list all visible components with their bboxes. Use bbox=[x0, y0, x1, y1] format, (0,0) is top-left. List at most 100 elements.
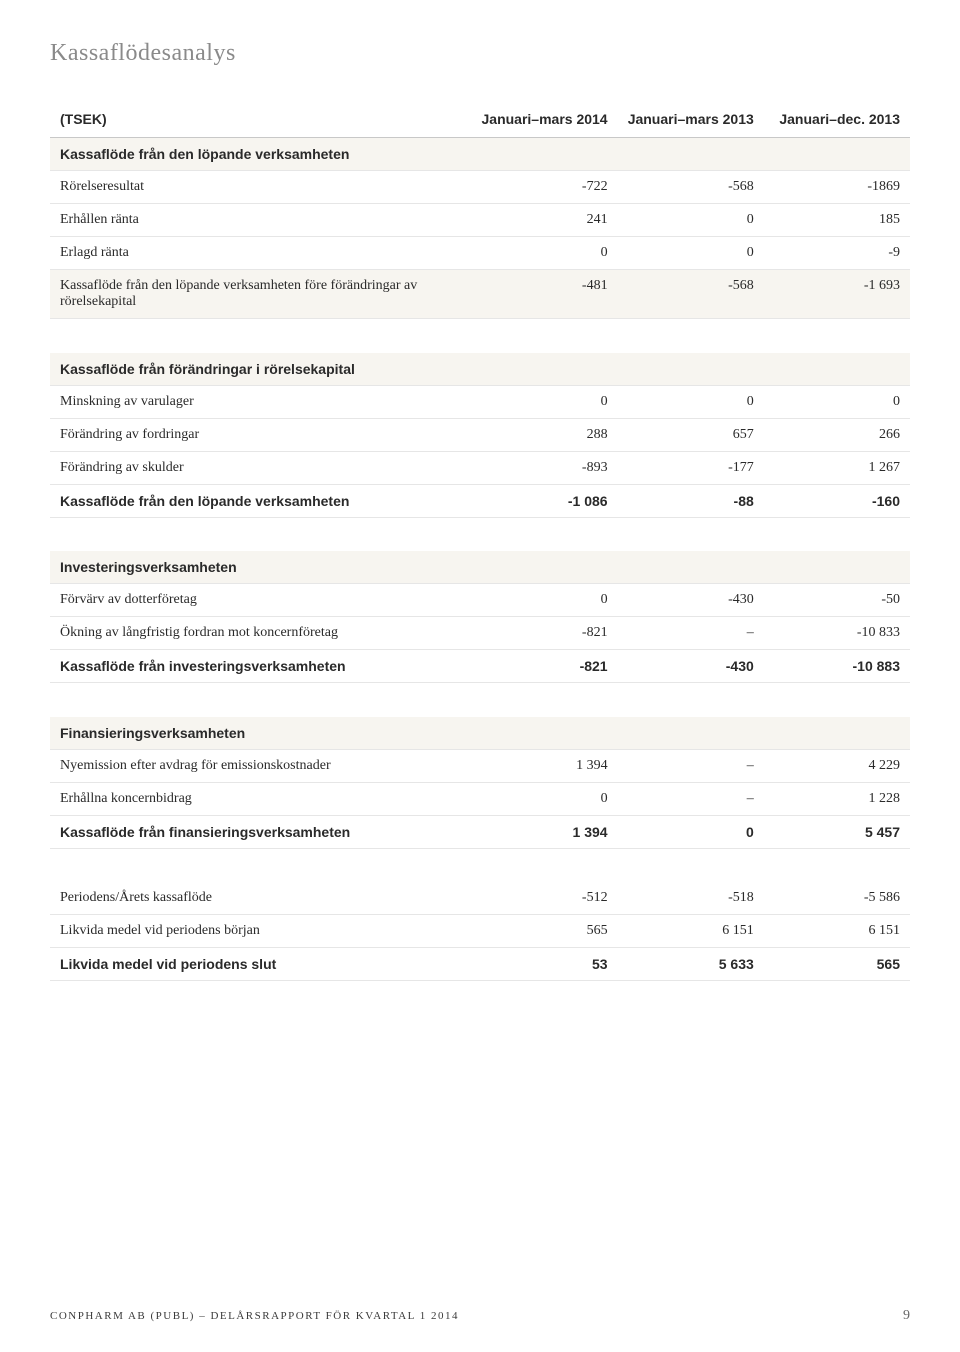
total-label: Kassaflöde från finansieringsverksamhete… bbox=[50, 815, 471, 848]
row-label: Förändring av fordringar bbox=[50, 418, 471, 451]
table-header-row: (TSEK) Januari–mars 2014 Januari–mars 20… bbox=[50, 103, 910, 138]
total-c2: 5 633 bbox=[618, 948, 764, 981]
total-c2: -88 bbox=[618, 484, 764, 517]
table-row: Rörelseresultat-722-568-1869 bbox=[50, 171, 910, 204]
summary-total: Likvida medel vid periodens slut535 6335… bbox=[50, 948, 910, 981]
row-c3: 266 bbox=[764, 418, 910, 451]
section-total: Kassaflöde från investeringsverksamheten… bbox=[50, 650, 910, 683]
row-label: Erhållen ränta bbox=[50, 204, 471, 237]
spacer-row bbox=[50, 319, 910, 353]
section-header-label: Investeringsverksamheten bbox=[50, 551, 471, 584]
row-c2: 0 bbox=[618, 237, 764, 270]
sub-section-row: Kassaflöde från den löpande verksamheten… bbox=[50, 270, 910, 319]
row-label: Erlagd ränta bbox=[50, 237, 471, 270]
total-c1: 1 394 bbox=[471, 815, 617, 848]
cell bbox=[764, 717, 910, 750]
row-c2: 657 bbox=[618, 418, 764, 451]
section-header-label: Finansieringsverksamheten bbox=[50, 717, 471, 750]
total-c2: -430 bbox=[618, 650, 764, 683]
col-c3: Januari–dec. 2013 bbox=[764, 103, 910, 138]
section-header: Kassaflöde från förändringar i rörelseka… bbox=[50, 353, 910, 386]
row-c3: -10 833 bbox=[764, 617, 910, 650]
total-label: Kassaflöde från investeringsverksamheten bbox=[50, 650, 471, 683]
row-c1: 0 bbox=[471, 584, 617, 617]
row-c1: 0 bbox=[471, 237, 617, 270]
section-header-label: Kassaflöde från förändringar i rörelseka… bbox=[50, 353, 471, 386]
cell bbox=[471, 551, 617, 584]
row-label: Nyemission efter avdrag för emissionskos… bbox=[50, 749, 471, 782]
spacer-row bbox=[50, 848, 910, 882]
page-number: 9 bbox=[903, 1308, 910, 1324]
spacer-row bbox=[50, 517, 910, 551]
row-c2: – bbox=[618, 749, 764, 782]
total-c1: -1 086 bbox=[471, 484, 617, 517]
table-row: Förvärv av dotterföretag0-430-50 bbox=[50, 584, 910, 617]
row-c3: 4 229 bbox=[764, 749, 910, 782]
section-header: Investeringsverksamheten bbox=[50, 551, 910, 584]
section-total: Kassaflöde från finansieringsverksamhete… bbox=[50, 815, 910, 848]
footer-left: CONPHARM AB (PUBL) – DELÅRSRAPPORT FÖR K… bbox=[50, 1310, 459, 1322]
row-label: Minskning av varulager bbox=[50, 385, 471, 418]
col-label: (TSEK) bbox=[50, 103, 471, 138]
cell bbox=[618, 353, 764, 386]
sub-c2: -568 bbox=[618, 270, 764, 319]
spacer-cell bbox=[50, 319, 910, 353]
row-c3: 1 228 bbox=[764, 782, 910, 815]
row-c2: 6 151 bbox=[618, 915, 764, 948]
row-c3: -50 bbox=[764, 584, 910, 617]
section-header-label: Kassaflöde från den löpande verksamheten bbox=[50, 138, 471, 171]
total-c1: 53 bbox=[471, 948, 617, 981]
sub-c1: -481 bbox=[471, 270, 617, 319]
spacer-cell bbox=[50, 683, 910, 717]
row-label: Förändring av skulder bbox=[50, 451, 471, 484]
spacer-row bbox=[50, 683, 910, 717]
total-c1: -821 bbox=[471, 650, 617, 683]
table-row: Förändring av skulder-893-1771 267 bbox=[50, 451, 910, 484]
total-c3: 565 bbox=[764, 948, 910, 981]
total-c2: 0 bbox=[618, 815, 764, 848]
summary-row: Periodens/Årets kassaflöde-512-518-5 586 bbox=[50, 882, 910, 915]
total-c3: -10 883 bbox=[764, 650, 910, 683]
row-c2: -177 bbox=[618, 451, 764, 484]
row-c1: -512 bbox=[471, 882, 617, 915]
col-c1: Januari–mars 2014 bbox=[471, 103, 617, 138]
table-row: Förändring av fordringar288657266 bbox=[50, 418, 910, 451]
spacer-cell bbox=[50, 848, 910, 882]
sub-c3: -1 693 bbox=[764, 270, 910, 319]
spacer-cell bbox=[50, 517, 910, 551]
table-row: Minskning av varulager000 bbox=[50, 385, 910, 418]
cell bbox=[618, 138, 764, 171]
summary-row: Likvida medel vid periodens början5656 1… bbox=[50, 915, 910, 948]
table-row: Erhållen ränta2410185 bbox=[50, 204, 910, 237]
row-c3: -5 586 bbox=[764, 882, 910, 915]
row-c3: 0 bbox=[764, 385, 910, 418]
row-c1: 565 bbox=[471, 915, 617, 948]
row-c1: 1 394 bbox=[471, 749, 617, 782]
cell bbox=[764, 353, 910, 386]
row-label: Likvida medel vid periodens början bbox=[50, 915, 471, 948]
sub-label: Kassaflöde från den löpande verksamheten… bbox=[50, 270, 471, 319]
row-c2: -518 bbox=[618, 882, 764, 915]
cell bbox=[471, 717, 617, 750]
row-c2: -430 bbox=[618, 584, 764, 617]
col-c2: Januari–mars 2013 bbox=[618, 103, 764, 138]
cashflow-table: (TSEK) Januari–mars 2014 Januari–mars 20… bbox=[50, 103, 910, 981]
row-label: Erhållna koncernbidrag bbox=[50, 782, 471, 815]
table-row: Nyemission efter avdrag för emissionskos… bbox=[50, 749, 910, 782]
table-row: Erlagd ränta00-9 bbox=[50, 237, 910, 270]
cell bbox=[764, 138, 910, 171]
table-row: Ökning av långfristig fordran mot koncer… bbox=[50, 617, 910, 650]
page-title: Kassaflödesanalys bbox=[50, 40, 910, 67]
cell bbox=[471, 138, 617, 171]
section-total: Kassaflöde från den löpande verksamheten… bbox=[50, 484, 910, 517]
row-c2: -568 bbox=[618, 171, 764, 204]
row-c3: 1 267 bbox=[764, 451, 910, 484]
row-c2: 0 bbox=[618, 385, 764, 418]
row-c1: 0 bbox=[471, 782, 617, 815]
row-c3: 185 bbox=[764, 204, 910, 237]
cell bbox=[618, 717, 764, 750]
section-header: Finansieringsverksamheten bbox=[50, 717, 910, 750]
row-c1: -893 bbox=[471, 451, 617, 484]
total-label: Likvida medel vid periodens slut bbox=[50, 948, 471, 981]
section-header: Kassaflöde från den löpande verksamheten bbox=[50, 138, 910, 171]
